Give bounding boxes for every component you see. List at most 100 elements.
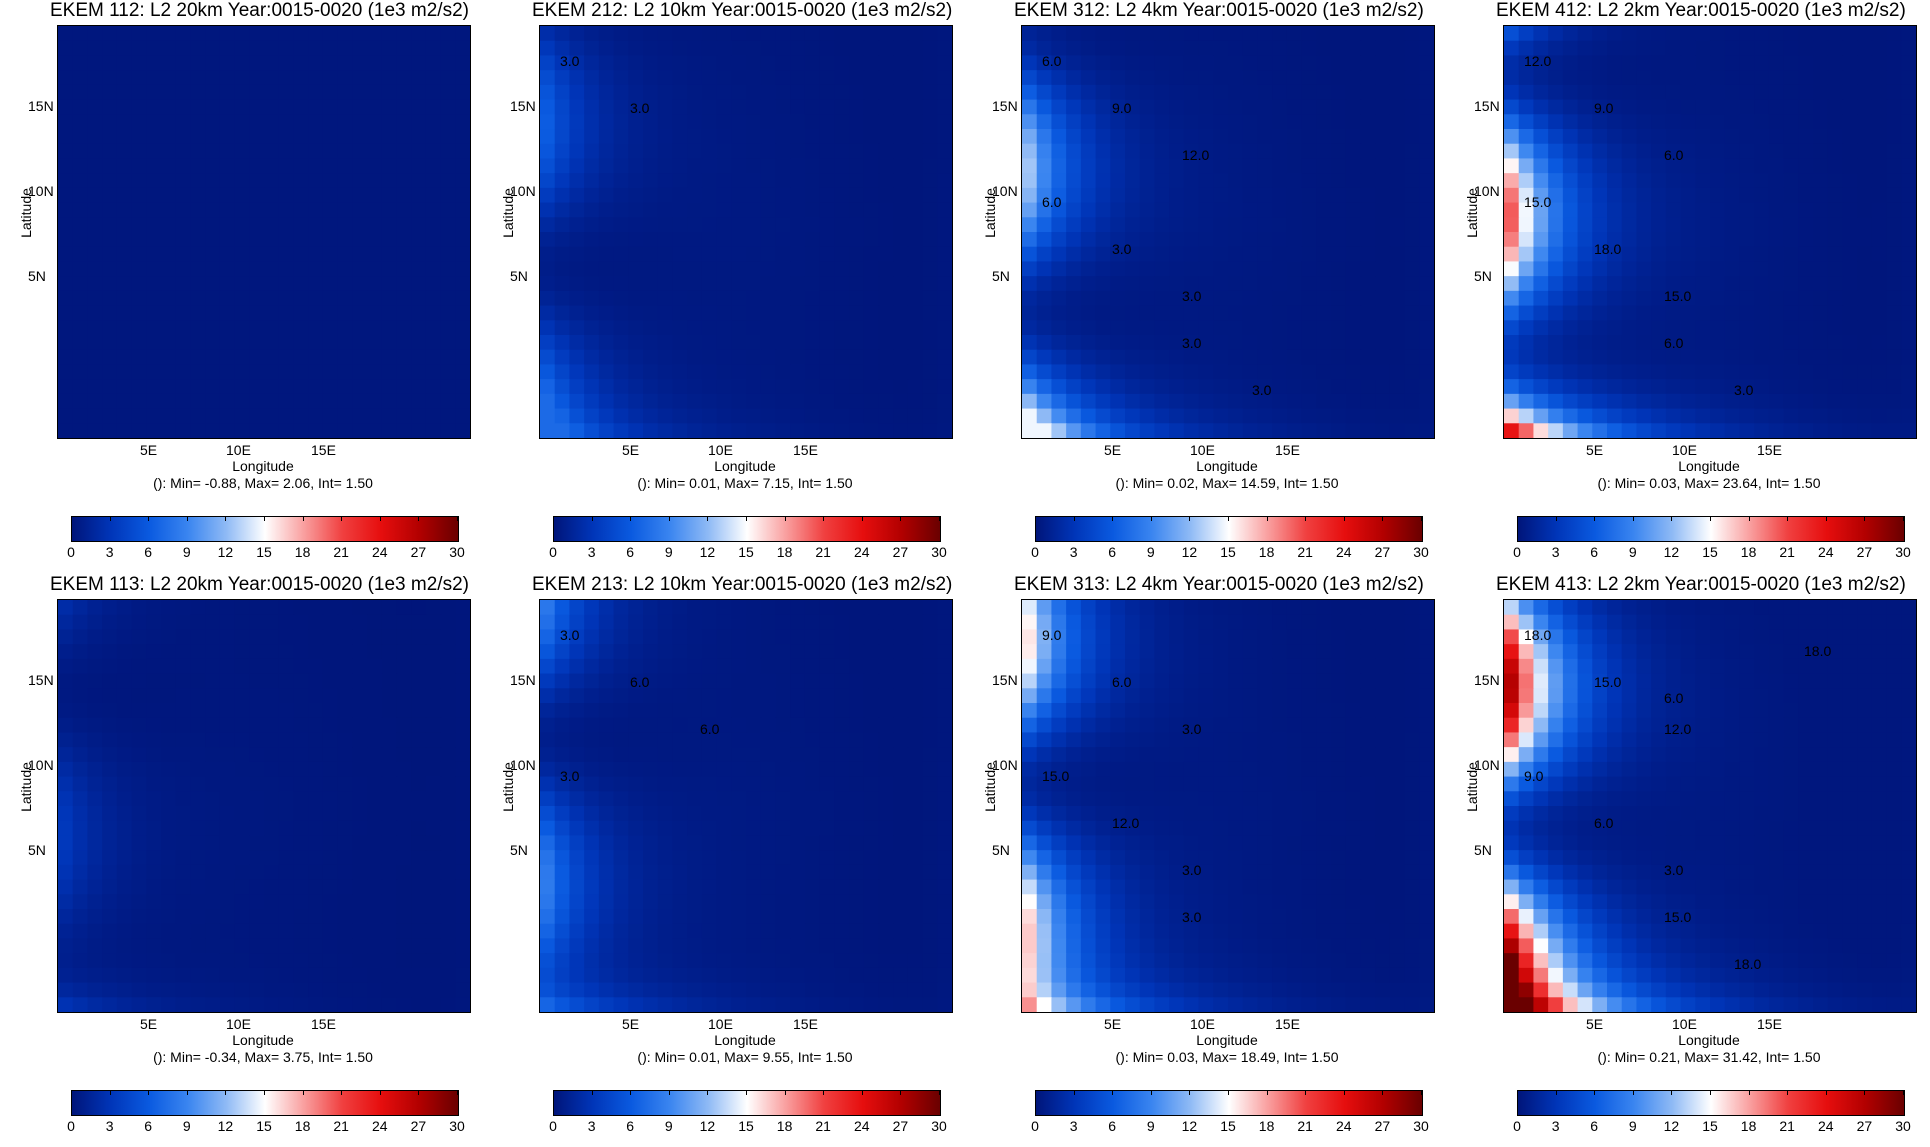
heatmap-cell	[775, 290, 791, 307]
heatmap-cell	[598, 246, 615, 263]
heatmap-cell	[1242, 173, 1259, 189]
heatmap-cell	[1871, 408, 1888, 424]
heatmap-cell	[337, 99, 353, 115]
colorbar-tick-label: 9	[182, 544, 191, 560]
heatmap-cell	[367, 644, 383, 660]
heatmap-cell	[1154, 114, 1170, 130]
heatmap-cell	[102, 379, 118, 395]
heatmap-cell	[1607, 217, 1623, 233]
heatmap-cell	[584, 26, 600, 42]
heatmap-cell	[1504, 202, 1520, 218]
heatmap-cell	[440, 232, 456, 248]
heatmap-cell	[455, 364, 470, 380]
heatmap-cell	[58, 276, 74, 292]
heatmap-cell	[701, 820, 718, 837]
heatmap-cell	[337, 276, 353, 292]
heatmap-cell	[672, 909, 688, 925]
heatmap-cell	[1183, 55, 1200, 71]
heatmap-cell	[1842, 261, 1858, 277]
heatmap-cell	[455, 614, 470, 631]
heatmap-cell	[381, 894, 398, 910]
heatmap-cell	[804, 393, 821, 410]
heatmap-cell	[1360, 305, 1376, 321]
heatmap-cell	[72, 658, 89, 675]
heatmap-cell	[849, 732, 865, 748]
heatmap-cell	[1419, 84, 1434, 101]
heatmap-cell	[1169, 600, 1185, 616]
heatmap-cell	[598, 820, 615, 837]
heatmap-cell	[146, 70, 162, 86]
heatmap-cell	[1636, 187, 1652, 204]
heatmap-cell	[264, 967, 280, 984]
heatmap-cell	[278, 629, 295, 645]
heatmap-cell	[569, 791, 585, 807]
heatmap-cell	[1125, 408, 1141, 424]
heatmap-cell	[58, 864, 74, 881]
heatmap-cell	[278, 806, 295, 822]
heatmap-cell	[569, 335, 585, 351]
heatmap-cell	[863, 261, 880, 277]
heatmap-cell	[72, 290, 89, 307]
heatmap-cell	[116, 717, 133, 734]
heatmap-cell	[834, 143, 850, 160]
heatmap-cell	[922, 806, 938, 822]
heatmap-cell	[1871, 70, 1888, 86]
heatmap-cell	[775, 923, 791, 940]
heatmap-cell	[804, 26, 821, 42]
heatmap-cell	[628, 644, 644, 660]
heatmap-cell	[687, 40, 703, 57]
heatmap-cell	[411, 173, 427, 189]
heatmap-cell	[1051, 408, 1067, 424]
heatmap-cell	[716, 70, 732, 86]
heatmap-cell	[819, 26, 835, 42]
heatmap-cell	[1518, 40, 1535, 57]
heatmap-cell	[1518, 173, 1535, 189]
heatmap-cell	[598, 879, 615, 895]
heatmap-cell	[1783, 173, 1799, 189]
heatmap-cell	[264, 776, 280, 792]
heatmap-cell	[396, 658, 412, 675]
heatmap-cell	[175, 614, 192, 631]
heatmap-cell	[657, 261, 674, 277]
heatmap-cell	[1419, 393, 1434, 410]
heatmap-cell	[893, 408, 909, 424]
heatmap-cell	[584, 864, 600, 881]
heatmap-cell	[849, 232, 865, 248]
heatmap-cell	[716, 158, 732, 174]
heatmap-cell	[643, 953, 659, 969]
heatmap-cell	[278, 173, 295, 189]
heatmap-cell	[1680, 305, 1696, 321]
heatmap-cell	[1213, 600, 1229, 616]
heatmap-cell	[1695, 84, 1711, 101]
heatmap-cell	[540, 673, 556, 689]
heatmap-cell	[1183, 143, 1200, 160]
heatmap-cell	[1768, 246, 1785, 263]
heatmap-cell	[731, 953, 747, 969]
heatmap-cell	[1110, 614, 1126, 631]
heatmap-cell	[58, 129, 74, 145]
heatmap-cell	[1125, 246, 1141, 263]
heatmap-cell	[411, 732, 427, 748]
heatmap-cell	[849, 820, 865, 837]
heatmap-cell	[878, 600, 894, 616]
heatmap-cell	[628, 835, 644, 851]
heatmap-cell	[731, 614, 747, 631]
heatmap-cell	[1404, 349, 1420, 366]
heatmap-cell	[425, 364, 442, 380]
heatmap-cell	[1316, 114, 1332, 130]
heatmap-cell	[922, 776, 938, 792]
heatmap-cell	[381, 158, 398, 174]
x-tick-label: 15E	[1757, 442, 1782, 458]
heatmap-cell	[440, 938, 456, 954]
heatmap-cell	[540, 967, 556, 984]
heatmap-cell	[569, 276, 585, 292]
heatmap-cell	[672, 349, 688, 366]
heatmap-cell	[205, 894, 221, 910]
colorbar-tick-label: 12	[699, 1118, 716, 1134]
heatmap-cell	[687, 408, 703, 424]
heatmap-cell	[58, 305, 74, 321]
heatmap-cell	[1783, 335, 1799, 351]
contour-label: 3.0	[1182, 335, 1202, 351]
heatmap-cell	[922, 320, 938, 336]
heatmap-cell	[381, 202, 398, 218]
